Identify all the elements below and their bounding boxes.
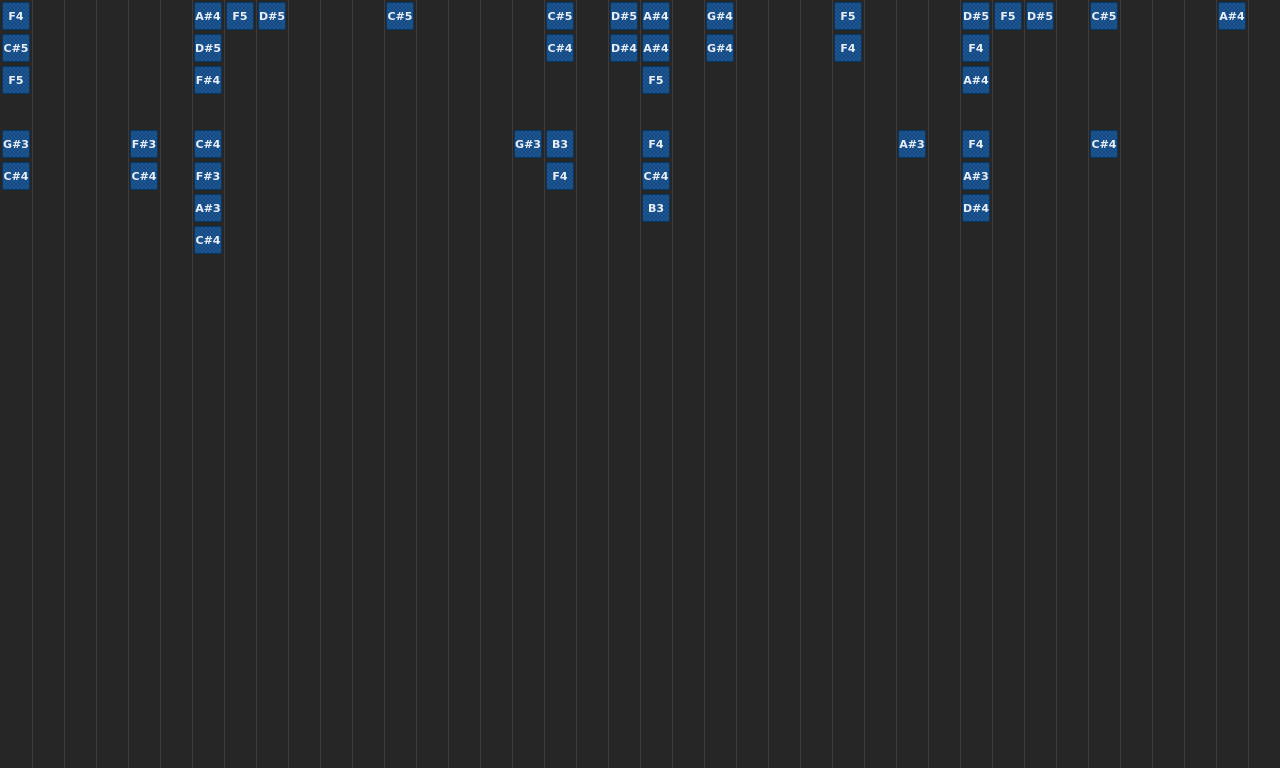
- note-cell[interactable]: F5: [226, 2, 254, 30]
- note-cell[interactable]: A#3: [962, 162, 990, 190]
- note-cell[interactable]: A#4: [642, 34, 670, 62]
- column-divider: [224, 0, 225, 768]
- note-cell[interactable]: C#5: [546, 2, 574, 30]
- note-cell[interactable]: C#5: [386, 2, 414, 30]
- column-divider: [928, 0, 929, 768]
- note-cell[interactable]: A#3: [194, 194, 222, 222]
- column-divider: [1056, 0, 1057, 768]
- column-divider: [1152, 0, 1153, 768]
- note-cell[interactable]: C#4: [2, 162, 30, 190]
- column-divider: [704, 0, 705, 768]
- note-cell[interactable]: G#3: [514, 130, 542, 158]
- note-cell[interactable]: F5: [2, 66, 30, 94]
- column-divider: [32, 0, 33, 768]
- note-cell[interactable]: G#3: [2, 130, 30, 158]
- column-divider: [544, 0, 545, 768]
- note-cell[interactable]: F4: [834, 34, 862, 62]
- note-cell[interactable]: F4: [2, 2, 30, 30]
- column-divider: [256, 0, 257, 768]
- column-divider: [672, 0, 673, 768]
- column-divider: [352, 0, 353, 768]
- column-divider: [1024, 0, 1025, 768]
- note-cell[interactable]: C#4: [130, 162, 158, 190]
- note-cell[interactable]: D#5: [258, 2, 286, 30]
- note-cell[interactable]: F#4: [194, 66, 222, 94]
- column-divider: [320, 0, 321, 768]
- note-cell[interactable]: C#4: [194, 130, 222, 158]
- column-divider: [64, 0, 65, 768]
- column-divider: [576, 0, 577, 768]
- note-cell[interactable]: G#4: [706, 2, 734, 30]
- note-cell[interactable]: C#4: [546, 34, 574, 62]
- column-divider: [736, 0, 737, 768]
- note-cell[interactable]: F4: [962, 34, 990, 62]
- note-cell[interactable]: B3: [642, 194, 670, 222]
- note-cell[interactable]: D#5: [610, 2, 638, 30]
- note-cell[interactable]: D#4: [610, 34, 638, 62]
- note-cell[interactable]: G#4: [706, 34, 734, 62]
- note-cell[interactable]: F4: [546, 162, 574, 190]
- column-divider: [128, 0, 129, 768]
- note-cell[interactable]: C#5: [1090, 2, 1118, 30]
- note-cell[interactable]: A#4: [194, 2, 222, 30]
- column-divider: [992, 0, 993, 768]
- column-divider: [640, 0, 641, 768]
- column-divider: [608, 0, 609, 768]
- note-cell[interactable]: C#4: [1090, 130, 1118, 158]
- column-divider: [768, 0, 769, 768]
- column-divider: [1248, 0, 1249, 768]
- note-cell[interactable]: F#3: [194, 162, 222, 190]
- column-divider: [480, 0, 481, 768]
- note-cell[interactable]: F4: [962, 130, 990, 158]
- note-cell[interactable]: A#4: [1218, 2, 1246, 30]
- note-cell[interactable]: A#3: [898, 130, 926, 158]
- note-cell[interactable]: F5: [834, 2, 862, 30]
- column-divider: [512, 0, 513, 768]
- note-cell[interactable]: F5: [642, 66, 670, 94]
- column-divider: [1216, 0, 1217, 768]
- column-divider: [1120, 0, 1121, 768]
- column-divider: [416, 0, 417, 768]
- column-divider: [896, 0, 897, 768]
- column-divider: [448, 0, 449, 768]
- column-divider: [864, 0, 865, 768]
- note-cell[interactable]: C#5: [2, 34, 30, 62]
- note-cell[interactable]: D#5: [194, 34, 222, 62]
- note-cell[interactable]: C#4: [194, 226, 222, 254]
- note-cell[interactable]: D#5: [962, 2, 990, 30]
- column-divider: [192, 0, 193, 768]
- note-cell[interactable]: F4: [642, 130, 670, 158]
- note-cell[interactable]: D#4: [962, 194, 990, 222]
- column-divider: [800, 0, 801, 768]
- note-cell[interactable]: B3: [546, 130, 574, 158]
- note-cell[interactable]: F5: [994, 2, 1022, 30]
- note-cell[interactable]: D#5: [1026, 2, 1054, 30]
- column-divider: [832, 0, 833, 768]
- note-cell[interactable]: A#4: [642, 2, 670, 30]
- column-divider: [288, 0, 289, 768]
- column-divider: [1184, 0, 1185, 768]
- note-cell[interactable]: A#4: [962, 66, 990, 94]
- column-divider: [384, 0, 385, 768]
- column-divider: [160, 0, 161, 768]
- column-divider: [96, 0, 97, 768]
- column-divider: [960, 0, 961, 768]
- column-divider: [1088, 0, 1089, 768]
- note-cell[interactable]: C#4: [642, 162, 670, 190]
- note-cell[interactable]: F#3: [130, 130, 158, 158]
